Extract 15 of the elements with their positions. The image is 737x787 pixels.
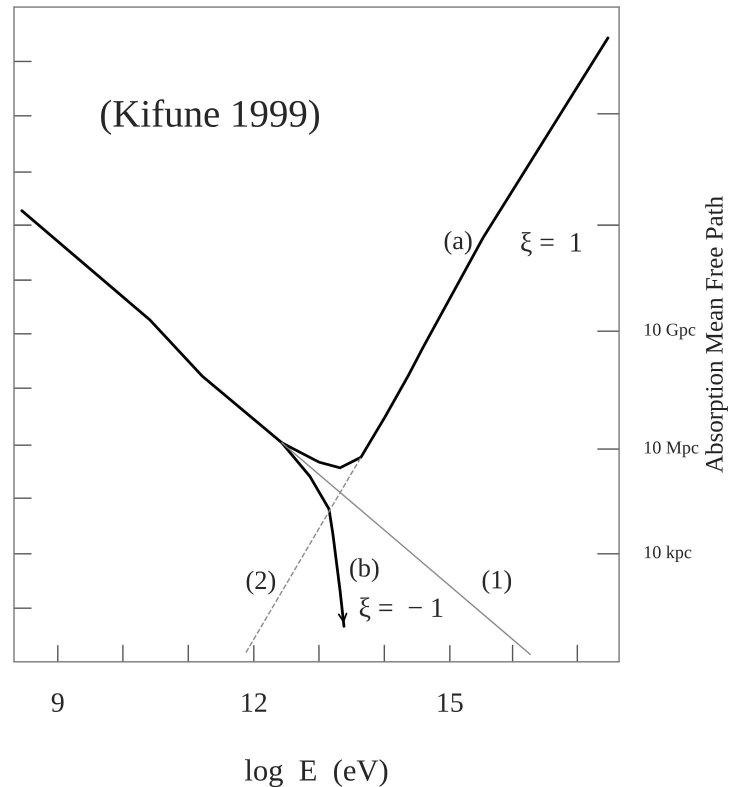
text: 10 kpc [644,546,692,562]
y-axis-title: Absorption Mean Free Path [705,196,728,473]
annotation: (b) [350,558,379,582]
text: 10 Mpc [644,441,698,458]
annotation: ξ = − 1 [360,597,442,622]
annotation: (Kifune 1999) [101,99,320,135]
text: 10 Gpc [644,324,696,340]
annotation: ξ = 1 [521,232,582,256]
annotation: (2) [246,570,276,595]
x-axis-title: log E (eV) [245,759,388,787]
x-tick-label: 9 [52,693,64,712]
annotation: (a) [444,230,472,255]
x-tick-label: 12 [242,693,266,712]
x-tick-label: 15 [438,693,463,712]
annotation: (1) [482,570,512,594]
